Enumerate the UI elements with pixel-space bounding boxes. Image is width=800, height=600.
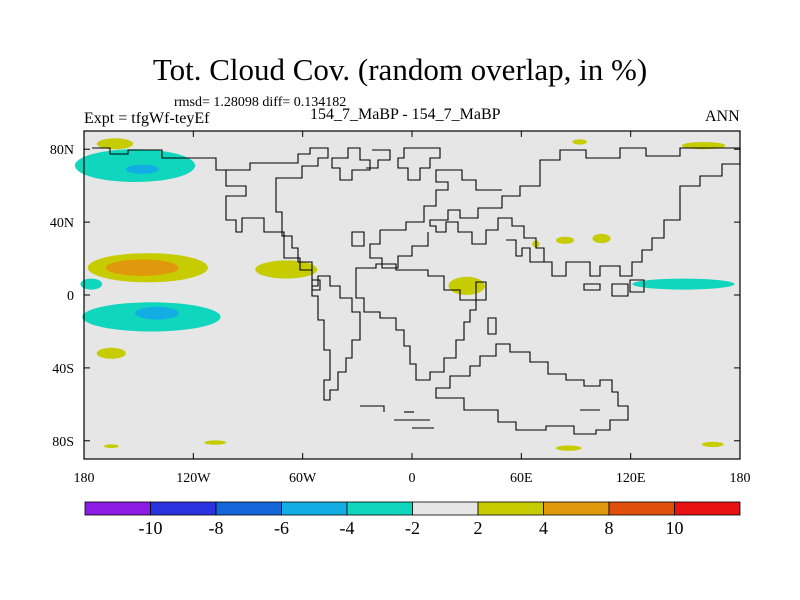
anomaly-africa-yellow xyxy=(448,276,485,295)
anomaly-antarctic-yellow-3 xyxy=(204,440,227,445)
colorbar-box xyxy=(84,501,151,516)
colorbar-label: 2 xyxy=(474,518,483,538)
lat-tick-label: 40N xyxy=(50,216,74,231)
anomaly-siberia-yellow xyxy=(572,139,587,145)
lon-tick-label: 180 xyxy=(730,471,751,486)
colorbar-label: 10 xyxy=(666,518,684,538)
anomaly-india-yellow xyxy=(556,236,575,244)
colorbar-label: -4 xyxy=(340,518,355,538)
subtitle-label: 154_7_MaBP - 154_7_MaBP xyxy=(310,106,501,123)
anomaly-west-pacific-equatorial xyxy=(632,278,735,290)
lat-tick-label: 80S xyxy=(52,435,74,450)
colorbar-label: -6 xyxy=(274,518,289,538)
anomaly-fills xyxy=(74,138,735,451)
lat-tick-label: 40S xyxy=(52,362,74,377)
anomaly-china-yellow xyxy=(592,233,611,244)
lon-tick-label: 60E xyxy=(510,471,533,486)
lon-tick-label: 120E xyxy=(616,471,646,486)
colorbar-label: 4 xyxy=(539,518,548,538)
colorbar-label: 8 xyxy=(605,518,614,538)
anomaly-south-pacific-yellow xyxy=(96,347,126,359)
lon-tick-label: 120W xyxy=(176,471,211,486)
colorbar-box xyxy=(674,501,741,516)
anomaly-north-pacific-subtropical-core xyxy=(105,259,179,276)
anomaly-antarctic-yellow-4 xyxy=(104,444,119,449)
lat-tick-label: 80N xyxy=(50,143,74,158)
season-label: ANN xyxy=(705,108,740,125)
colorbar-box xyxy=(543,501,610,516)
anomaly-arctic-yellow-east xyxy=(681,142,726,150)
colorbar: -10 -8 -6 -4 -2 2 4 8 10 xyxy=(84,501,741,538)
coastlines xyxy=(92,147,741,435)
axes: 180 120W 60W 0 60E 120E 180 80N 40N 0 40S 80S xyxy=(50,131,751,486)
colorbar-box xyxy=(281,501,348,516)
anomaly-antarctic-yellow-1 xyxy=(555,445,582,451)
stats-label: rmsd= 1.28098 diff= 0.134182 xyxy=(174,95,347,110)
colorbar-box xyxy=(215,501,282,516)
lon-tick-label: 180 xyxy=(74,471,95,486)
experiment-label: Expt = tfgWf-teyEf xyxy=(84,110,210,127)
lat-tick-label: 0 xyxy=(67,289,74,304)
anomaly-antarctic-yellow-2 xyxy=(701,441,724,448)
colorbar-box xyxy=(412,501,479,516)
colorbar-label: -8 xyxy=(209,518,224,538)
anomaly-equatorial-pacific xyxy=(80,278,103,290)
colorbar-label: -10 xyxy=(139,518,163,538)
anomaly-mexico-yellow xyxy=(255,260,318,279)
colorbar-box xyxy=(346,501,413,516)
lon-tick-label: 0 xyxy=(409,471,416,486)
colorbar-box xyxy=(477,501,544,516)
lon-tick-label: 60W xyxy=(289,471,317,486)
anomaly-south-pacific-core xyxy=(135,306,179,320)
anomaly-north-pacific-yellow xyxy=(96,138,134,150)
chart-title: Tot. Cloud Cov. (random overlap, in %) xyxy=(152,52,648,87)
colorbar-label: -2 xyxy=(405,518,420,538)
map-background xyxy=(84,131,740,459)
colorbar-box xyxy=(608,501,675,516)
colorbar-box xyxy=(150,501,217,516)
anomaly-north-pacific-high-lat-core xyxy=(125,164,159,174)
